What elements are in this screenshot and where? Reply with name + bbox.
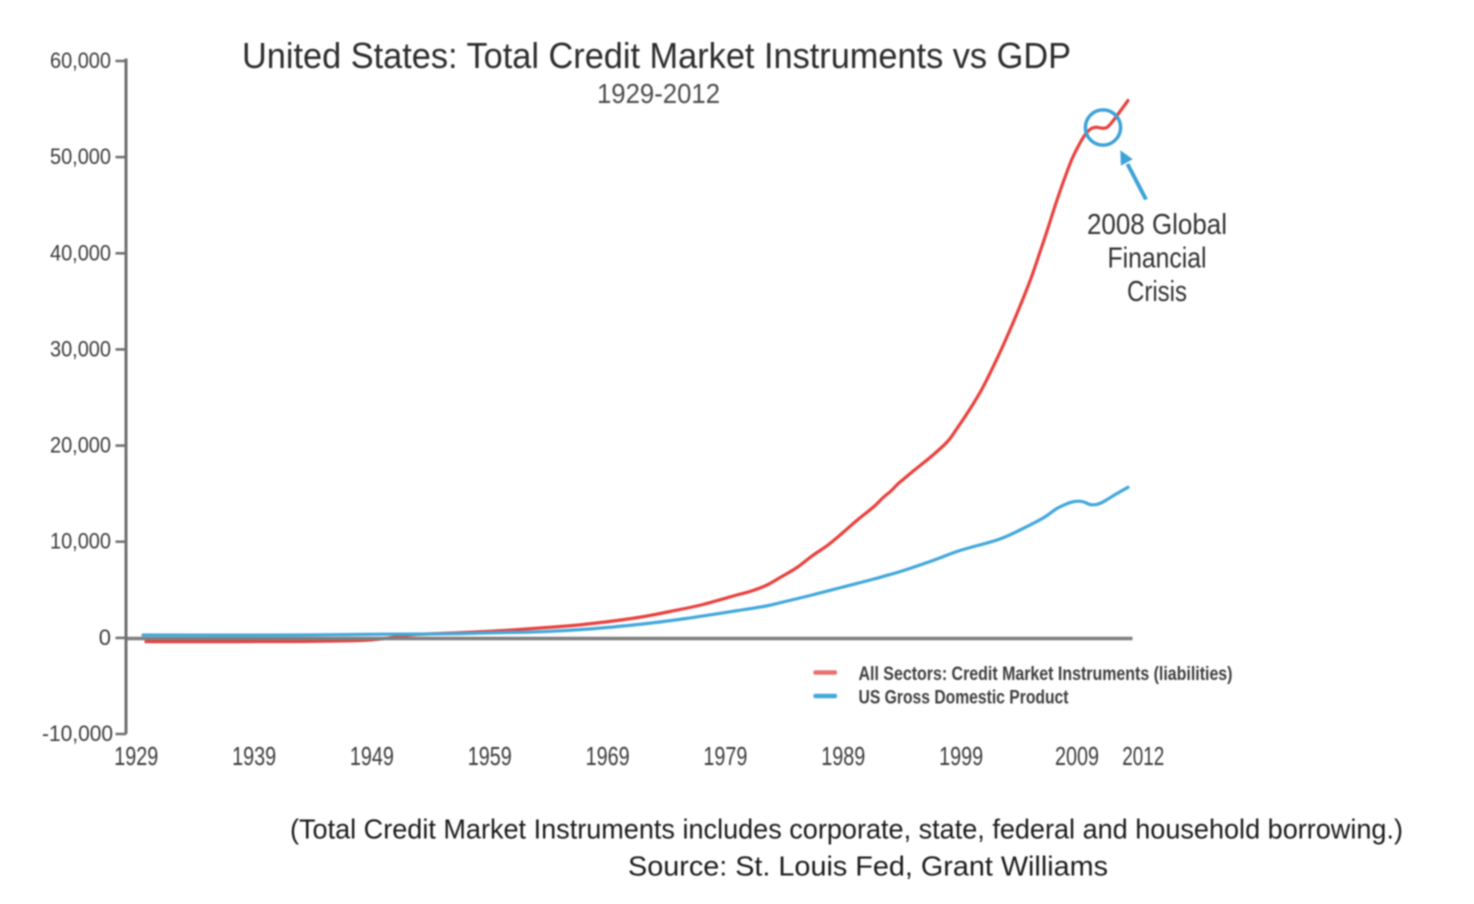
svg-text:1929-2012: 1929-2012	[597, 78, 720, 109]
svg-text:1949: 1949	[350, 741, 394, 771]
svg-text:50,000: 50,000	[50, 144, 111, 169]
svg-text:40,000: 40,000	[50, 240, 111, 265]
svg-text:20,000: 20,000	[50, 433, 111, 458]
svg-text:US Gross Domestic Product: US Gross Domestic Product	[859, 687, 1069, 709]
svg-text:1929: 1929	[114, 741, 158, 771]
svg-text:1999: 1999	[939, 741, 983, 771]
svg-text:1989: 1989	[821, 741, 865, 771]
svg-text:United States: Total Credit Ma: United States: Total Credit Market Instr…	[242, 35, 1071, 76]
svg-text:1959: 1959	[468, 741, 512, 771]
svg-text:1979: 1979	[703, 741, 747, 771]
svg-text:1939: 1939	[232, 741, 276, 771]
svg-text:2012: 2012	[1122, 741, 1164, 771]
svg-text:Crisis: Crisis	[1127, 276, 1187, 308]
svg-text:Financial: Financial	[1108, 243, 1207, 275]
svg-text:1969: 1969	[586, 741, 630, 771]
svg-text:Source: St. Louis Fed, Grant W: Source: St. Louis Fed, Grant Williams	[628, 851, 1108, 882]
svg-text:0: 0	[99, 625, 111, 650]
svg-text:2008 Global: 2008 Global	[1087, 209, 1227, 241]
svg-text:(Total Credit Market Instrumen: (Total Credit Market Instruments include…	[290, 814, 1403, 845]
svg-text:10,000: 10,000	[50, 529, 111, 554]
svg-text:60,000: 60,000	[50, 48, 111, 73]
svg-text:All Sectors: Credit Market Ins: All Sectors: Credit Market Instruments (…	[859, 663, 1233, 685]
svg-text:30,000: 30,000	[50, 336, 111, 361]
svg-text:2009: 2009	[1055, 741, 1099, 771]
svg-text:-10,000: -10,000	[42, 721, 113, 746]
